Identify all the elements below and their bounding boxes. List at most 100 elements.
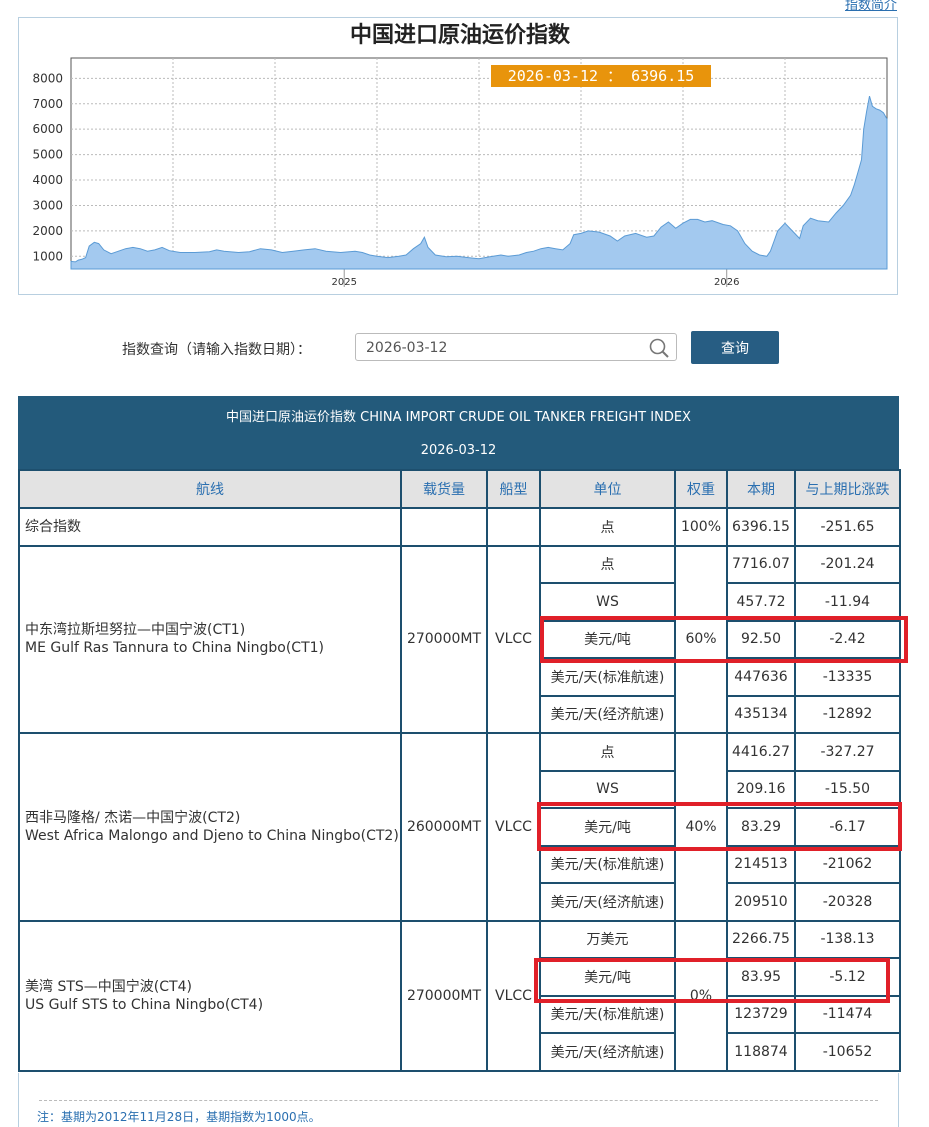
table-row: 中东湾拉斯坦努拉—中国宁波(CT1) ME Gulf Ras Tannura to…: [18, 544, 901, 734]
ship-cell: VLCC: [486, 919, 541, 1072]
table-header-banner: 中国进口原油运价指数 CHINA IMPORT CRUDE OIL TANKER…: [18, 396, 899, 469]
table-date: 2026-03-12: [420, 443, 497, 458]
table-row: 美元/天(标准航速) 214513 -21062: [19, 844, 901, 884]
current-cell: 435134: [726, 694, 796, 734]
highlight-box-ct4: [534, 958, 890, 1003]
chart-title: 中国进口原油运价指数: [350, 22, 571, 48]
change-cell: -201.24: [794, 544, 901, 584]
unit-cell: 美元/吨: [539, 807, 676, 847]
change-cell: -21062: [794, 844, 901, 884]
table-column-headers: 航线 载货量 船型 单位 权重 本期 与上期比涨跌: [18, 469, 901, 509]
col-header-current: 本期: [726, 469, 796, 509]
change-cell: -251.65: [794, 507, 901, 547]
unit-cell: WS: [539, 582, 676, 622]
route-cn: 中东湾拉斯坦努拉—中国宁波(CT1): [25, 622, 246, 639]
footnote-area: 注：基期为2012年11月28日，基期指数为1000点。: [18, 1073, 899, 1127]
unit-cell: 点: [539, 732, 676, 772]
search-icon[interactable]: [648, 337, 670, 359]
col-header-capacity: 载货量: [400, 469, 488, 509]
x-tick-label: 2026: [714, 277, 739, 288]
y-axis: 1000 2000 3000 4000 5000 6000 7000 8000: [32, 71, 63, 263]
capacity-cell: 270000MT: [400, 919, 488, 1072]
query-label: 指数查询（请输入指数日期）：: [122, 342, 311, 358]
date-input[interactable]: [366, 338, 636, 358]
table-row: WS 457.72 -11.94: [19, 582, 901, 622]
weight-cell: 40%: [674, 732, 728, 922]
change-cell: -20328: [794, 882, 901, 922]
current-cell: 447636: [726, 657, 796, 697]
capacity-cell: [400, 507, 488, 547]
route-cell: 综合指数: [18, 507, 402, 547]
freight-index-table: 中国进口原油运价指数 CHINA IMPORT CRUDE OIL TANKER…: [18, 396, 901, 1072]
unit-cell: 美元/天(经济航速): [539, 694, 676, 734]
query-button[interactable]: 查询: [691, 331, 779, 364]
capacity-cell: 270000MT: [400, 544, 488, 734]
ship-cell: VLCC: [486, 544, 541, 734]
route-en: West Africa Malongo and Djeno to China N…: [25, 827, 399, 844]
unit-cell: 美元/天(经济航速): [539, 1032, 676, 1072]
tooltip-text: 2026-03-12 ： 6396.15: [508, 67, 695, 85]
chart-tooltip: 2026-03-12 ： 6396.15: [491, 65, 711, 87]
unit-cell: 万美元: [539, 919, 676, 959]
table-row: 西非马隆格/ 杰诺—中国宁波(CT2) West Africa Malongo a…: [18, 732, 901, 922]
y-tick-label: 1000: [32, 249, 63, 263]
table-row: 美元/吨 92.50 -2.42: [19, 619, 901, 659]
highlight-box-ct1: [540, 616, 908, 663]
current-cell: 214513: [726, 844, 796, 884]
y-tick-label: 7000: [32, 97, 63, 111]
unit-cell: 点: [539, 544, 676, 584]
x-axis: 2025 2026: [331, 269, 739, 288]
weight-cell: 100%: [674, 507, 728, 547]
weight-cell: 0%: [674, 919, 728, 1072]
table-row: 美元/天(经济航速) 118874 -10652: [19, 1032, 901, 1072]
route-cell-ct4: 美湾 STS—中国宁波(CT4) US Gulf STS to China Nin…: [18, 919, 402, 1072]
col-header-route: 航线: [18, 469, 402, 509]
change-cell: -138.13: [794, 919, 901, 959]
table-row: 美元/天(经济航速) 435134 -12892: [19, 694, 901, 734]
current-cell: 457.72: [726, 582, 796, 622]
change-cell: -12892: [794, 694, 901, 734]
route-cn: 西非马隆格/ 杰诺—中国宁波(CT2): [25, 809, 241, 826]
unit-cell: 美元/天(标准航速): [539, 657, 676, 697]
table-row: 美元/天(经济航速) 209510 -20328: [19, 882, 901, 922]
index-chart: 中国进口原油运价指数 1000 2000 3000 4000 5000 6000 7000 8…: [18, 17, 898, 295]
divider: [39, 1100, 878, 1101]
current-cell: 4416.27: [726, 732, 796, 772]
col-header-weight: 权重: [674, 469, 728, 509]
change-cell: -6.17: [794, 807, 901, 847]
unit-cell: 美元/吨: [539, 619, 676, 659]
route-cell-ct2: 西非马隆格/ 杰诺—中国宁波(CT2) West Africa Malongo a…: [18, 732, 402, 922]
change-cell: -13335: [794, 657, 901, 697]
current-cell: 92.50: [726, 619, 796, 659]
col-header-ship: 船型: [486, 469, 541, 509]
route-cell-ct1: 中东湾拉斯坦努拉—中国宁波(CT1) ME Gulf Ras Tannura to…: [18, 544, 402, 734]
y-tick-label: 5000: [32, 148, 63, 162]
table-row: 美湾 STS—中国宁波(CT4) US Gulf STS to China Nin…: [18, 919, 901, 1072]
capacity-cell: 260000MT: [400, 732, 488, 922]
date-input-box[interactable]: [355, 333, 677, 361]
col-header-unit: 单位: [539, 469, 676, 509]
current-cell: 7716.07: [726, 544, 796, 584]
change-cell: -2.42: [794, 619, 901, 659]
table-row-composite: 综合指数 点 100% 6396.15 -251.65: [18, 507, 901, 547]
ship-cell: VLCC: [486, 732, 541, 922]
col-header-change: 与上期比涨跌: [794, 469, 901, 509]
route-cn: 美湾 STS—中国宁波(CT4): [25, 978, 192, 995]
unit-cell: 美元/天(经济航速): [539, 882, 676, 922]
current-cell: 83.29: [726, 807, 796, 847]
route-en: ME Gulf Ras Tannura to China Ningbo(CT1): [25, 640, 325, 657]
footnote-text: 注：基期为2012年11月28日，基期指数为1000点。: [37, 1110, 321, 1124]
current-cell: 6396.15: [726, 507, 796, 547]
change-cell: -327.27: [794, 732, 901, 772]
table-row: 美元/天(标准航速) 447636 -13335: [19, 657, 901, 697]
table-title: 中国进口原油运价指数 CHINA IMPORT CRUDE OIL TANKER…: [226, 410, 691, 425]
current-cell: 2266.75: [726, 919, 796, 959]
index-intro-link[interactable]: 指数简介: [844, 0, 897, 13]
ship-cell: [486, 507, 541, 547]
index-query-bar: 指数查询（请输入指数日期）： 查询: [0, 330, 929, 364]
index-table: 航线 载货量 船型 单位 权重 本期 与上期比涨跌 综合指数 点 100% 63…: [18, 469, 901, 1072]
tooltip-box: [491, 65, 711, 87]
current-cell: 209510: [726, 882, 796, 922]
y-tick-label: 2000: [32, 224, 63, 238]
unit-cell: 点: [539, 507, 676, 547]
